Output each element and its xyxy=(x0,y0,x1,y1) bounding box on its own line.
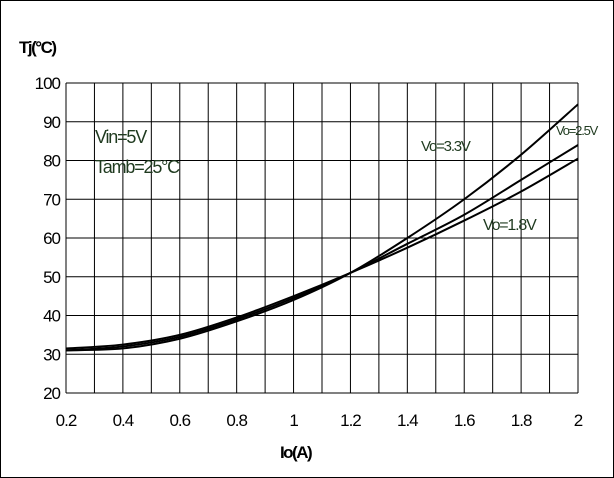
x-tick-label: 1.2 xyxy=(340,411,361,430)
y-tick-label: 40 xyxy=(43,307,60,326)
x-tick-label: 0.2 xyxy=(56,411,77,430)
y-tick-label: 80 xyxy=(43,152,60,171)
y-tick-label: 50 xyxy=(43,268,60,287)
labels: 20 30 40 50 60 70 80 90 100 0.2 0.4 0.6 0.8 1 1.2 1.4 1.… xyxy=(19,38,600,462)
x-tick-label: 0.6 xyxy=(169,411,190,430)
annotation-vin: Vin=5V xyxy=(95,127,147,147)
y-tick-label: 20 xyxy=(43,384,60,403)
y-tick-label: 90 xyxy=(43,113,60,132)
y-axis-title: Tj(°C) xyxy=(19,38,56,57)
y-tick-label: 100 xyxy=(35,74,61,93)
x-tick-label: 1.4 xyxy=(397,411,418,430)
series-label-vo-2v5: Vo=2.5V xyxy=(556,123,599,138)
x-tick-label: 0.4 xyxy=(113,411,134,430)
x-axis-title: Io(A) xyxy=(280,443,312,462)
y-tick-label: 60 xyxy=(43,229,60,248)
series-vo-1v8-line xyxy=(65,157,579,350)
series-label-vo-1v8: Vo=1.8V xyxy=(483,217,537,234)
series-label-vo-3v3: Vo=3.3V xyxy=(421,138,471,155)
curves xyxy=(65,103,579,352)
x-tick-label: 1 xyxy=(289,411,298,430)
y-tick-label: 70 xyxy=(43,190,60,209)
x-tick-label: 1.8 xyxy=(511,411,532,430)
annotation-tamb: Tamb=25°C xyxy=(95,157,180,177)
x-tick-label: 0.8 xyxy=(226,411,247,430)
y-tick-label: 30 xyxy=(43,345,60,364)
x-tick-label: 1.6 xyxy=(454,411,475,430)
x-tick-label: 2 xyxy=(574,411,583,430)
